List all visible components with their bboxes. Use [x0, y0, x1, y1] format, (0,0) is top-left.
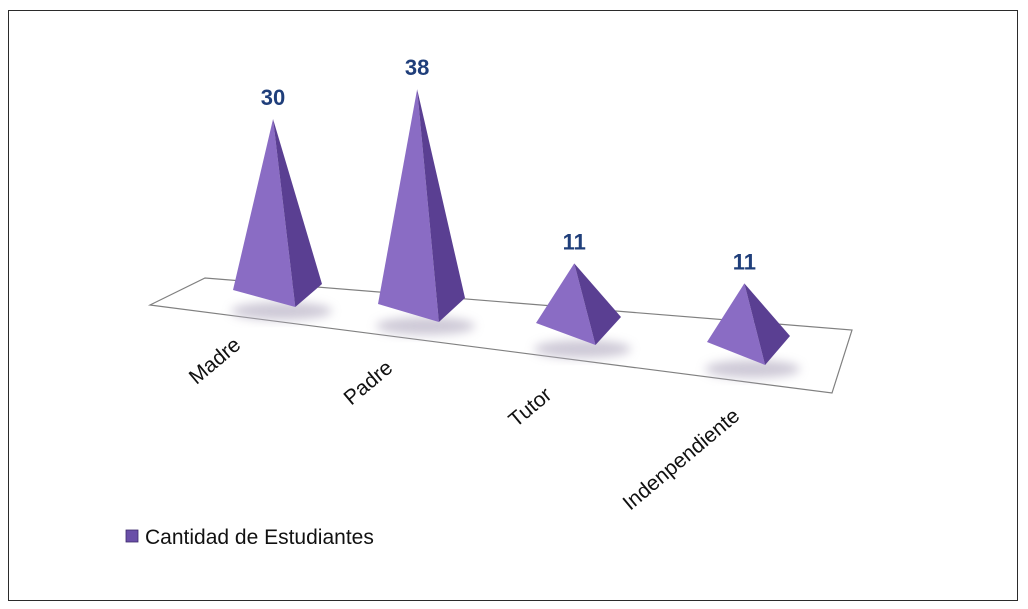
category-label: Indenpendiente — [618, 404, 744, 515]
data-label: 11 — [563, 229, 586, 254]
pyramid-bar-padre — [378, 89, 465, 322]
data-label: 11 — [733, 249, 756, 274]
data-label: 30 — [261, 85, 285, 110]
category-label: Madre — [185, 333, 245, 389]
pyramid-face-side — [574, 263, 621, 345]
pyramid-shadow — [376, 317, 475, 335]
pyramid-shadow — [534, 340, 631, 358]
data-label: 38 — [405, 55, 429, 80]
pyramid-face-front — [233, 119, 296, 307]
pyramid-face-front — [536, 263, 596, 345]
pyramid-bar-indenpendiente — [707, 283, 790, 365]
category-label: Tutor — [504, 383, 556, 432]
pyramid-shadow — [705, 360, 800, 378]
pyramid-bar-madre — [233, 119, 322, 307]
pyramid-face-side — [273, 119, 322, 307]
pyramid-face-side — [417, 89, 465, 322]
legend-label: Cantidad de Estudiantes — [145, 526, 374, 549]
category-label: Padre — [339, 356, 397, 410]
legend-swatch — [125, 529, 139, 543]
chart-legend: Cantidad de Estudiantes — [125, 526, 374, 549]
pyramid-face-front — [378, 89, 439, 322]
pyramid-face-side — [744, 283, 790, 365]
pyramid-shadow — [231, 302, 332, 320]
pyramid-face-front — [707, 283, 766, 365]
pyramid-bar-tutor — [536, 263, 621, 345]
